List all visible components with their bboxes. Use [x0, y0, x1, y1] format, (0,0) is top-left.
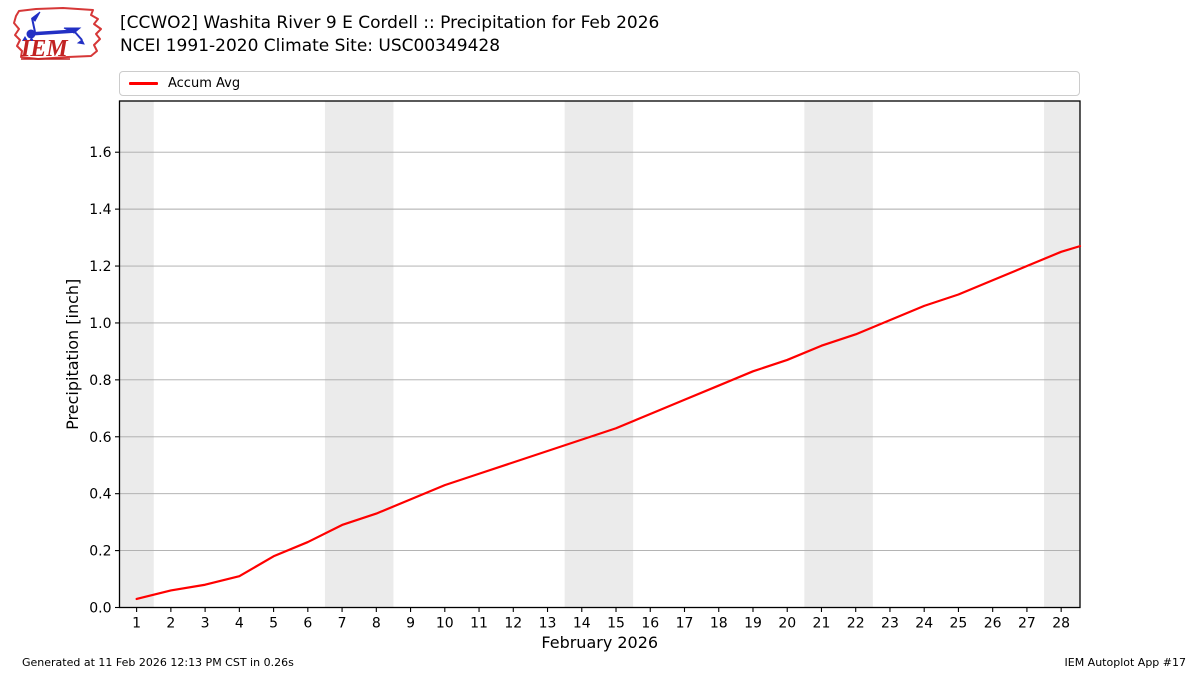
x-tick-label: 20 [778, 616, 796, 632]
x-tick-label: 22 [847, 616, 865, 632]
x-tick-label: 2 [166, 616, 175, 632]
chart-subtitle: NCEI 1991-2020 Climate Site: USC00349428 [120, 36, 501, 56]
x-tick-label: 15 [607, 616, 625, 632]
x-tick-label: 1 [132, 616, 141, 632]
x-tick-label: 5 [269, 616, 278, 632]
y-tick-label: 0.6 [89, 430, 111, 446]
y-tick-label: 1.2 [89, 259, 111, 275]
iem-logo-graphic: IEM [13, 7, 102, 62]
chart-title: [CCWO2] Washita River 9 E Cordell :: Pre… [120, 13, 660, 33]
x-tick-label: 9 [406, 616, 415, 632]
logo-text: IEM [20, 36, 69, 62]
y-tick-label: 0.4 [89, 487, 111, 503]
x-tick-label: 25 [950, 616, 968, 632]
accum-avg-line [135, 245, 1082, 601]
x-tick-label: 23 [881, 616, 899, 632]
x-tick-label: 8 [372, 616, 381, 632]
y-tick-label: 0.2 [89, 544, 111, 560]
x-tick-label: 19 [744, 616, 762, 632]
y-tick-label: 0.8 [89, 373, 111, 389]
weather-vane-icon [22, 11, 85, 45]
x-tick-label: 7 [338, 616, 347, 632]
y-tick-label: 1.0 [89, 316, 111, 332]
legend-line-swatch [129, 82, 158, 85]
x-tick-label: 28 [1052, 616, 1070, 632]
x-tick-label: 27 [1018, 616, 1036, 632]
x-tick-label: 13 [539, 616, 557, 632]
weekend-band [1044, 101, 1080, 608]
footer-app-text: IEM Autoplot App #17 [1064, 656, 1187, 669]
title-block: [CCWO2] Washita River 9 E Cordell :: Pre… [120, 12, 659, 58]
weekend-band [324, 101, 394, 608]
y-tick-label: 1.6 [89, 145, 111, 161]
x-tick-label: 3 [201, 616, 210, 632]
x-tick-label: 12 [504, 616, 522, 632]
x-tick-label: 10 [436, 616, 454, 632]
x-tick-label: 14 [573, 616, 591, 632]
footer-generated-text: Generated at 11 Feb 2026 12:13 PM CST in… [22, 656, 294, 669]
iem-logo: IEM [8, 4, 106, 64]
x-tick-label: 18 [710, 616, 728, 632]
x-axis-label: February 2026 [541, 633, 658, 652]
x-tick-label: 17 [676, 616, 694, 632]
y-axis-label: Precipitation [inch] [63, 279, 82, 430]
x-tick-label: 26 [984, 616, 1002, 632]
x-tick-label: 24 [915, 616, 933, 632]
x-tick-label: 11 [470, 616, 488, 632]
x-tick-label: 4 [235, 616, 244, 632]
legend-label: Accum Avg [168, 76, 241, 91]
x-tick-label: 21 [813, 616, 831, 632]
x-tick-label: 6 [303, 616, 312, 632]
y-tick-label: 0.0 [89, 601, 111, 617]
plot-border [118, 100, 1081, 609]
weekend-band [119, 101, 154, 608]
precipitation-chart: 1 2 3 4 5 6 7 8 9 10 11 12 13 14 15 16 17 18 19 20 21 22 23 24 2… [63, 100, 1082, 652]
x-tick-label: 16 [641, 616, 659, 632]
weekend-band [804, 101, 873, 608]
legend: Accum Avg [119, 71, 1080, 96]
weekend-band [564, 101, 634, 608]
y-tick-label: 1.4 [89, 202, 111, 218]
